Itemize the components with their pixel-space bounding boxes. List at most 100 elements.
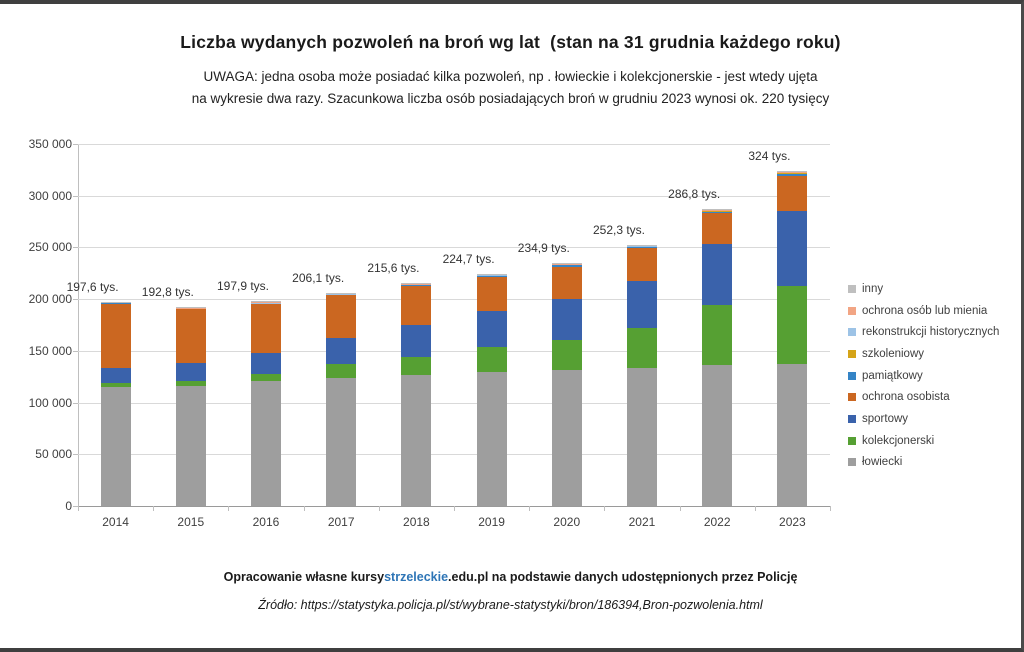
legend-swatch-icon: [848, 371, 856, 380]
bar-segment-kolekcjonerski: [175, 381, 206, 386]
y-tick-label: 100 000: [28, 395, 72, 410]
bar-segment-pamiątkowy: [326, 294, 357, 296]
legend-label: rekonstrukcji historycznych: [862, 326, 1000, 339]
legend-swatch-icon: [848, 414, 856, 423]
chart-title: Liczba wydanych pozwoleń na broń wg lat …: [180, 32, 841, 52]
legend-label: ochrona osób lub mienia: [862, 304, 988, 317]
legend-label: kolekcjonerski: [862, 434, 935, 447]
x-axis-label-2021: 2021: [628, 515, 656, 529]
bar-segment-szkoleniowy: [401, 284, 432, 286]
bar-segment-kolekcjonerski: [401, 356, 432, 375]
y-tick: [73, 247, 78, 249]
bar-segment-kolekcjonerski: [777, 285, 808, 364]
x-tick: [153, 506, 155, 511]
bar-segment-łowiecki: [401, 374, 432, 506]
x-axis-label-2023: 2023: [779, 515, 806, 529]
legend-swatch-icon: [848, 306, 856, 315]
bar-total-label: 224,7 tys.: [442, 251, 495, 266]
x-tick: [228, 506, 230, 511]
legend-swatch-icon: [848, 393, 856, 402]
stacked-bar-2018: [401, 283, 432, 506]
gridline-350000: [78, 144, 830, 145]
y-tick-label: 200 000: [28, 292, 72, 307]
stacked-bar-2016: [250, 301, 281, 506]
stacked-bar-2023: [777, 170, 808, 506]
x-axis-label-2016: 2016: [252, 515, 280, 529]
bar-segment-ochrona-osobista: [250, 304, 281, 354]
bar-segment-ochrona-osobista: [476, 276, 507, 311]
legend-swatch-icon: [848, 328, 856, 337]
bar-total-label: 234,9 tys.: [517, 241, 570, 255]
bar-total-label: 252,3 tys.: [592, 223, 645, 237]
y-tick-label: 250 000: [28, 240, 72, 255]
y-tick: [73, 350, 78, 352]
bar-segment-łowiecki: [551, 370, 582, 506]
bar-group-2023: 324 tys. 2023: [748, 144, 830, 529]
bar-segment-szkoleniowy: [175, 307, 206, 309]
bar-segment-pamiątkowy: [401, 285, 432, 287]
bar-total-label: 192,8 tys.: [141, 284, 194, 299]
bar-segment-łowiecki: [175, 385, 206, 506]
stacked-bar-2019: [476, 273, 507, 506]
bar-group-2020: 234,9 tys. 2020: [518, 144, 604, 529]
y-tick: [73, 144, 78, 145]
chart-subtitle-line2: na wykresie dwa razy. Szacunkowa liczba …: [191, 91, 830, 106]
bar-segment-łowiecki: [476, 372, 507, 506]
bar-group-2017: 206,1 tys. 2017: [292, 144, 379, 529]
legend-item-szkoleniowy: szkoleniowy: [848, 343, 999, 365]
bar-segment-pamiątkowy: [777, 174, 808, 176]
x-tick: [454, 506, 455, 511]
gridline-250000: [78, 247, 830, 249]
bar-segment-pamiątkowy: [175, 308, 206, 309]
bar-segment-szkoleniowy: [702, 210, 733, 212]
bar-group-2018: 215,6 tys. 2018: [367, 144, 454, 529]
legend-item-łowiecki: łowiecki: [848, 452, 999, 474]
legend-item-pamiątkowy: pamiątkowy: [848, 365, 999, 387]
bar-total-label: 286,8 tys.: [668, 187, 721, 202]
bar-group-2014: 197,6 tys. 2014: [67, 144, 153, 529]
legend-label: pamiątkowy: [862, 369, 923, 382]
x-axis-label-2017: 2017: [327, 515, 355, 529]
gridline-100000: [78, 402, 830, 404]
bar-segment-sportowy: [777, 210, 808, 286]
bar-segment-szkoleniowy: [250, 302, 281, 304]
footer-attribution-prefix: Opracowanie własne kursy: [223, 570, 385, 584]
bar-segment-ochrona-osobista: [100, 303, 131, 368]
bar-group-2022: 286,8 tys. 2022: [668, 144, 755, 529]
bar-segment-kolekcjonerski: [476, 347, 507, 373]
bar-segment-kolekcjonerski: [250, 374, 281, 381]
bar-group-2016: 197,9 tys. 2016: [217, 144, 303, 529]
footer-attribution-suffix: .edu.pl na podstawie danych udostępniony…: [448, 570, 798, 584]
bar-segment-kolekcjonerski: [326, 364, 357, 379]
bar-segment-sportowy: [250, 353, 281, 375]
legend-item-inny: inny: [848, 278, 999, 300]
bar-group-2021: 252,3 tys. 2021: [593, 144, 679, 529]
legend-swatch-icon: [848, 349, 856, 358]
gridline-50000: [78, 454, 830, 456]
legend-item-rekonstrukcji-historycznych: rekonstrukcji historycznych: [848, 321, 999, 343]
bar-segment-pamiątkowy: [551, 265, 582, 267]
bar-segment-szkoleniowy: [476, 274, 507, 276]
gridline-200000: [78, 299, 830, 301]
gridline-150000: [78, 350, 830, 352]
legend-item-ochrona-osób-lub-mienia: ochrona osób lub mienia: [848, 300, 999, 322]
bar-segment-pamiątkowy: [100, 302, 131, 304]
y-tick: [73, 299, 78, 301]
stacked-bar-2014: [100, 301, 131, 506]
x-tick: [303, 506, 305, 511]
bar-segment-łowiecki: [326, 378, 357, 506]
bar-segment-sportowy: [551, 299, 582, 340]
bar-segment-inny: [326, 292, 357, 294]
bar-total-label: 215,6 tys.: [367, 261, 420, 275]
bar-segment-sportowy: [626, 280, 657, 328]
bar-total-label: 197,6 tys.: [66, 279, 119, 294]
x-tick: [830, 506, 831, 511]
y-axis-labels: 350 000 300 000 250 000 200 000 150 000 100 0…: [0, 137, 72, 513]
bar-segment-inny: [551, 263, 582, 264]
bar-total-label: 206,1 tys.: [292, 270, 345, 285]
bar-segment-łowiecki: [777, 363, 808, 506]
bar-segment-kolekcjonerski: [626, 327, 657, 368]
x-tick: [529, 506, 531, 511]
bar-segment-sportowy: [476, 310, 507, 348]
legend-label: szkoleniowy: [862, 347, 924, 360]
